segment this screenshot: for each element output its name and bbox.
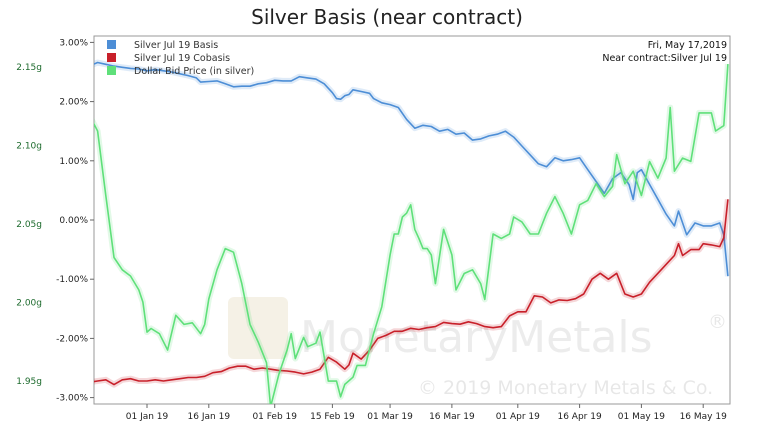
y-left-tick-label: 2.00% xyxy=(59,98,88,108)
y-left-tick-label: 1.00% xyxy=(59,157,88,167)
series-layer xyxy=(94,59,730,404)
cobasis-line xyxy=(94,199,729,386)
y-right-tick-label: 2.05g xyxy=(16,220,42,230)
legend-swatch-cobasis xyxy=(107,53,116,62)
y-right-tick-label: 2.00g xyxy=(16,299,42,309)
series-clip-group xyxy=(94,59,730,404)
chart-title: Silver Basis (near contract) xyxy=(251,5,523,29)
dollar-bid-line xyxy=(94,64,729,404)
y-right-tick-label: 1.95g xyxy=(16,377,42,387)
x-tick-label: 16 Jan 19 xyxy=(188,412,231,422)
y-axis-left: 3.00% 2.00% 1.00% 0.00% -1.00% -2.00% -3.00% xyxy=(56,38,94,404)
watermark-text: MonetaryMetals xyxy=(300,312,653,363)
y-left-tick-label: -1.00% xyxy=(56,275,88,285)
legend-label-cobasis: Silver Jul 19 Cobasis xyxy=(134,53,230,64)
basis-line-glow xyxy=(94,59,730,277)
y-left-tick-label: 3.00% xyxy=(59,38,88,48)
legend-swatch-basis xyxy=(107,40,116,49)
y-right-tick-label: 2.10g xyxy=(16,142,42,152)
y-left-tick-label: -2.00% xyxy=(56,334,88,344)
watermark: MonetaryMetals ® © 2019 Monetary Metals … xyxy=(228,297,727,399)
x-tick-label: 16 Mar 19 xyxy=(429,412,475,422)
watermark-logo-icon xyxy=(228,297,288,359)
x-tick-label: 16 Apr 19 xyxy=(557,412,601,422)
x-tick-label: 01 Mar 19 xyxy=(367,412,413,422)
legend: Silver Jul 19 Basis Silver Jul 19 Cobasi… xyxy=(107,40,254,77)
x-tick-label: 01 Jan 19 xyxy=(126,412,169,422)
x-tick-label: 15 Feb 19 xyxy=(310,412,355,422)
x-tick-label: 01 Apr 19 xyxy=(496,412,540,422)
x-tick-label: 01 Feb 19 xyxy=(252,412,297,422)
annotation-contract: Near contract:Silver Jul 19 xyxy=(602,53,727,64)
legend-label-dollar: Dollar Bid Price (in silver) xyxy=(134,66,254,77)
annotation-date: Fri, May 17,2019 xyxy=(648,40,727,51)
copyright-text: © 2019 Monetary Metals & Co. xyxy=(418,377,713,399)
y-left-tick-label: 0.00% xyxy=(59,216,88,226)
y-left-tick-label: -3.00% xyxy=(56,394,88,404)
x-axis: 01 Jan 19 16 Jan 19 01 Feb 19 15 Feb 19 01 M… xyxy=(126,404,727,422)
x-tick-label: 16 May 19 xyxy=(680,412,728,422)
y-axis-right: 2.15g 2.10g 2.05g 2.00g 1.95g xyxy=(16,63,42,387)
y-right-tick-label: 2.15g xyxy=(16,63,42,73)
x-tick-label: 01 May 19 xyxy=(618,412,666,422)
legend-swatch-dollar xyxy=(107,66,116,75)
legend-label-basis: Silver Jul 19 Basis xyxy=(134,40,218,51)
watermark-reg: ® xyxy=(708,311,727,333)
basis-line xyxy=(94,61,729,277)
